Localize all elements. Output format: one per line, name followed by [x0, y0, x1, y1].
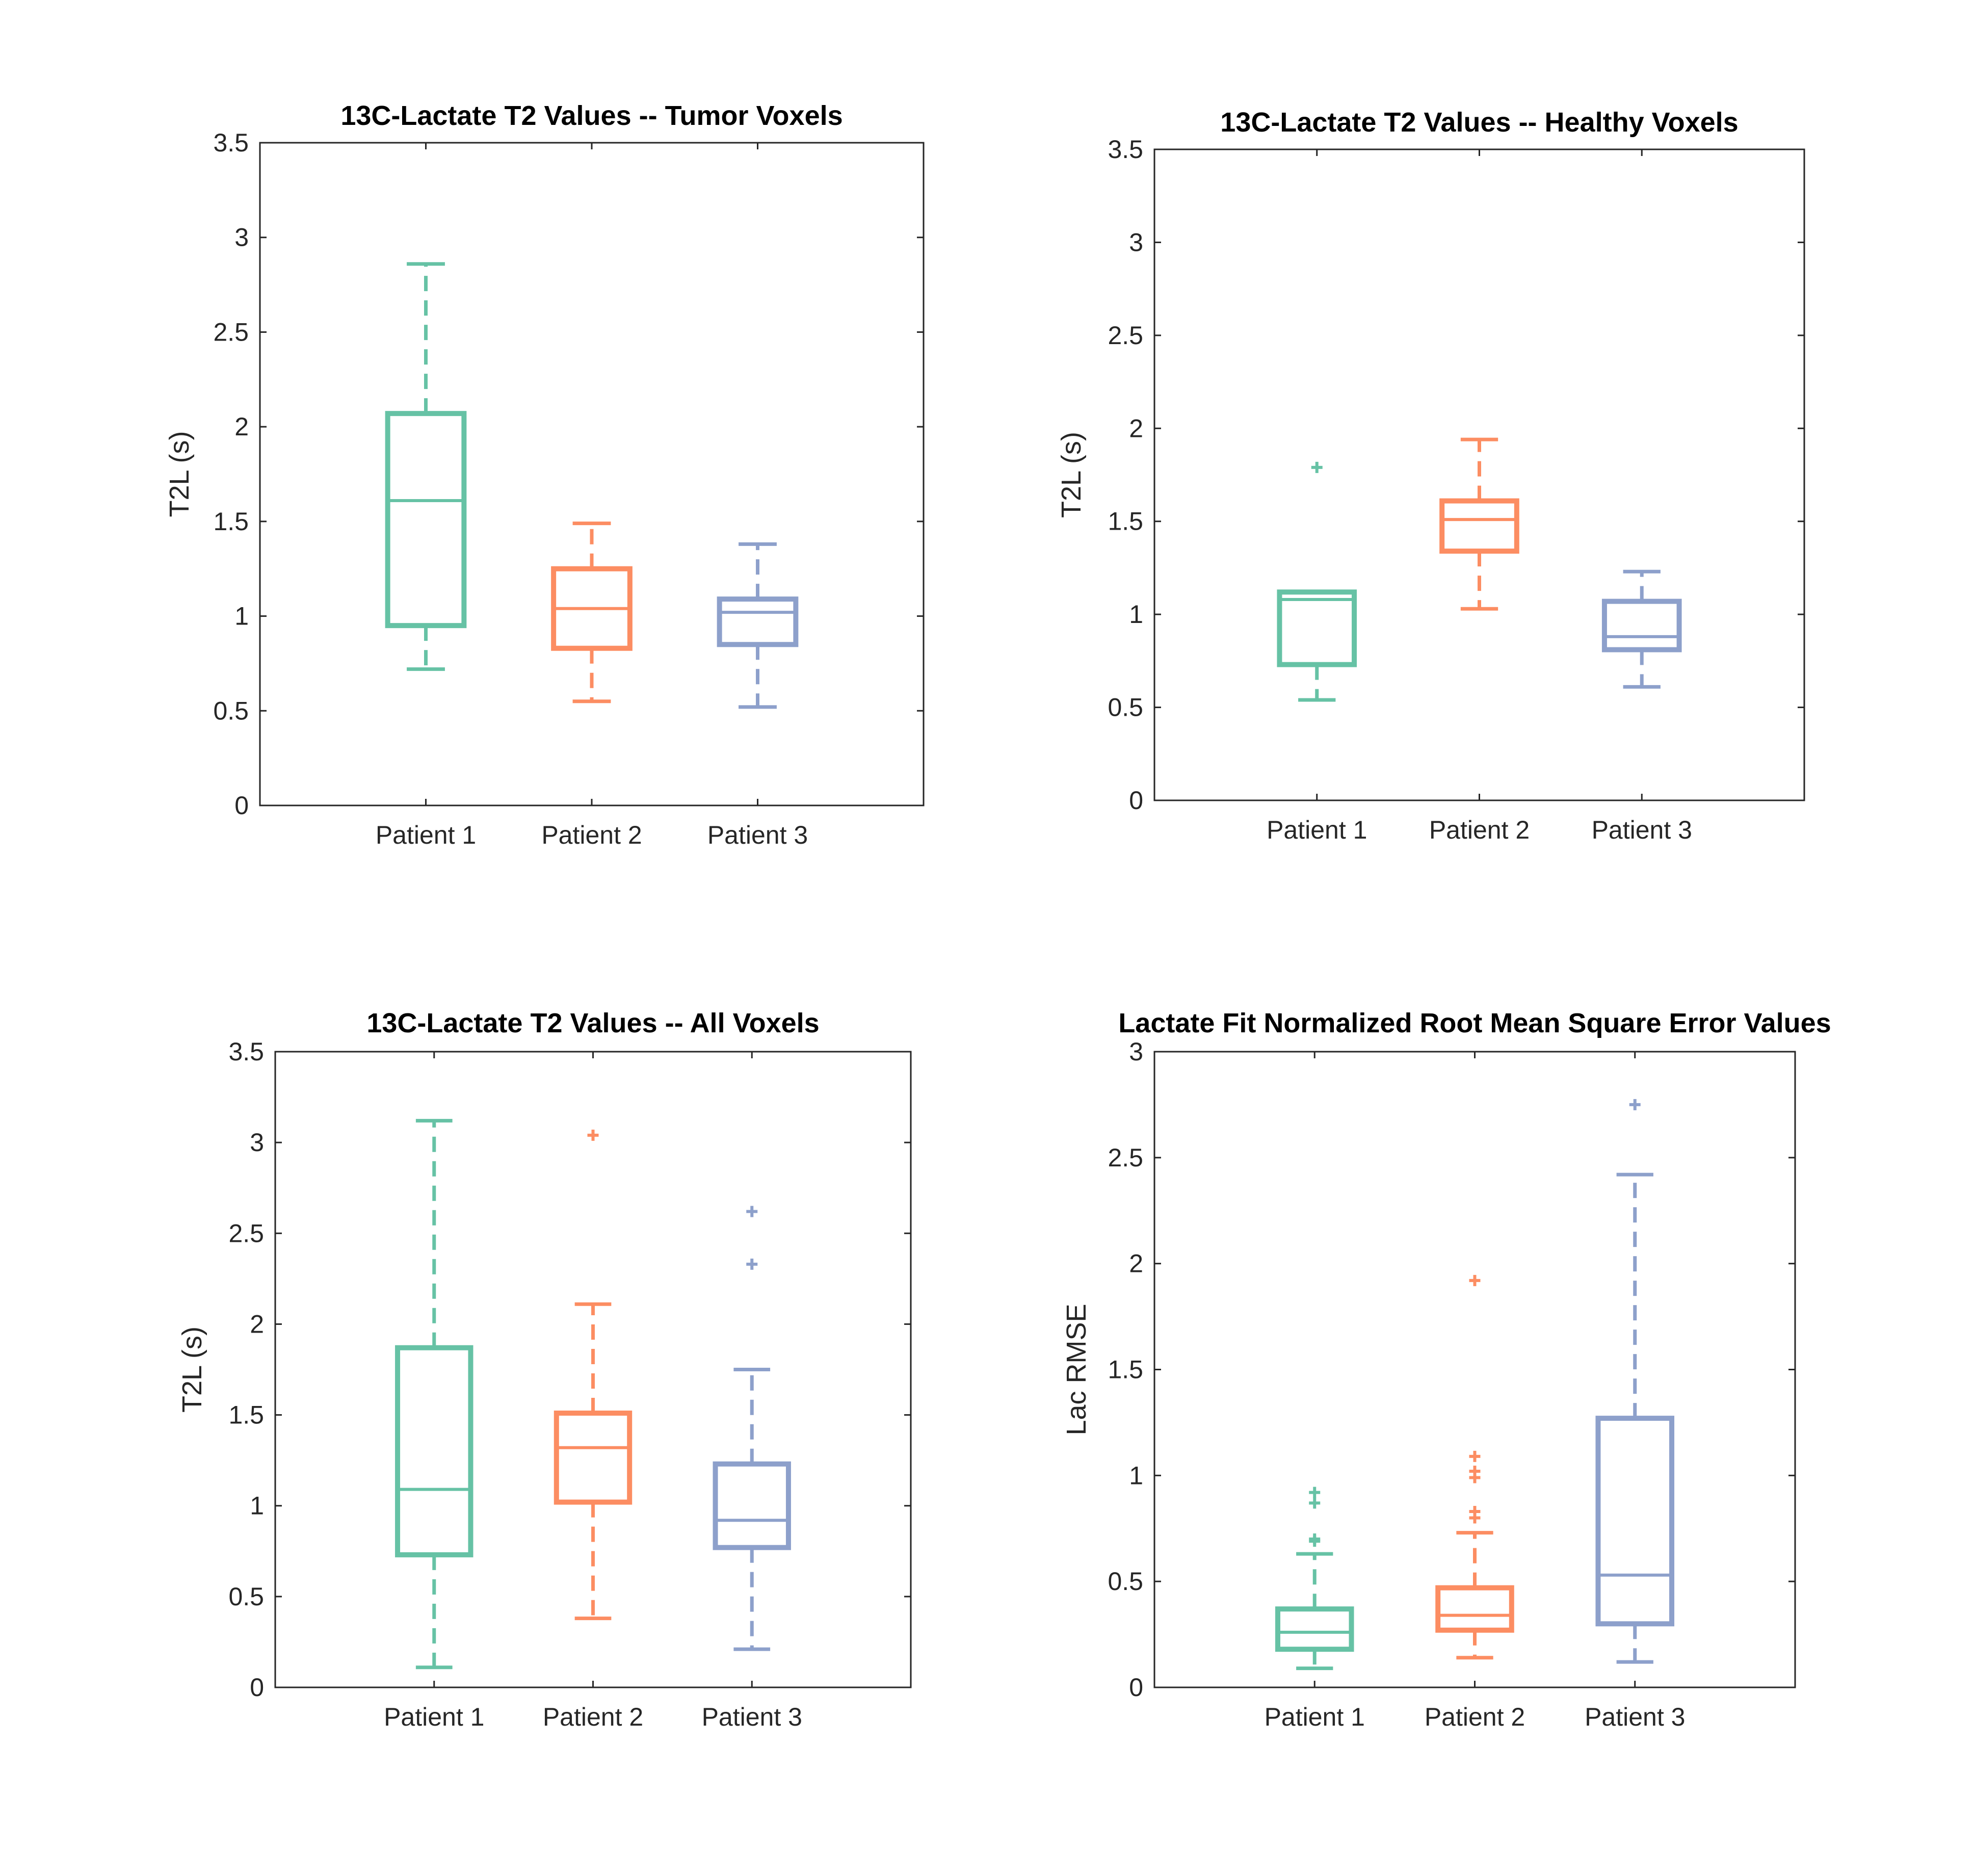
y-tick-label: 0	[1129, 786, 1143, 815]
outlier-marker-patient-3	[746, 1258, 758, 1270]
y-tick-label: 2.5	[228, 1219, 264, 1247]
chart-panel-rmse: 0 0.5 1 1.5 2 2.5 3 Patient 1 Patient 2 Patient 3…	[1061, 1008, 1831, 1731]
iqr-box-patient-1	[1275, 1606, 1354, 1652]
x-tick-label-patient-3: Patient 3	[702, 1703, 802, 1731]
iqr-box-patient-1	[385, 411, 467, 629]
outlier-marker-patient-1	[1309, 1497, 1321, 1509]
x-tick-label-patient-1: Patient 1	[384, 1703, 484, 1731]
y-axis-label: T2L (s)	[177, 1326, 207, 1413]
outlier-marker-patient-1	[1309, 1487, 1321, 1498]
y-tick-label: 3.5	[228, 1037, 264, 1066]
x-tick-label-patient-1: Patient 1	[1267, 816, 1367, 844]
iqr-box-patient-3	[717, 596, 799, 647]
x-tick-label-patient-1: Patient 1	[1265, 1703, 1365, 1731]
outlier-marker-patient-2	[1469, 1450, 1481, 1462]
y-axis-label: T2L (s)	[164, 431, 195, 517]
y-axis-label: Lac RMSE	[1061, 1304, 1092, 1435]
iqr-box-patient-3	[1601, 598, 1682, 653]
y-tick-label: 3.5	[1108, 135, 1143, 164]
outlier-marker-patient-2	[1469, 1466, 1481, 1477]
y-tick-label: 1.5	[228, 1401, 264, 1429]
box-patient-1	[1275, 1487, 1354, 1671]
y-tick-label: 1	[234, 602, 249, 631]
y-tick-label: 0.5	[213, 696, 249, 725]
box-patient-3	[713, 1206, 791, 1651]
y-tick-label: 2.5	[213, 318, 249, 346]
x-tick-label-patient-3: Patient 3	[1592, 816, 1692, 844]
y-tick-label: 1.5	[1108, 507, 1143, 536]
y-tick-label: 2.5	[1108, 1143, 1143, 1172]
x-tick-label-patient-2: Patient 2	[543, 1703, 643, 1731]
y-tick-label: 2	[1129, 414, 1143, 442]
y-tick-label: 0.5	[1108, 693, 1143, 722]
y-tick-label: 1	[1129, 600, 1143, 629]
iqr-box-patient-1	[395, 1345, 473, 1557]
chart-title: Lactate Fit Normalized Root Mean Square …	[1118, 1008, 1831, 1038]
x-tick-label-patient-3: Patient 3	[707, 821, 808, 849]
iqr-box-patient-2	[1435, 1585, 1514, 1633]
chart-panel-all: 0 0.5 1 1.5 2 2.5 3 3.5 Patient 1 Patient 2 Patien…	[177, 1008, 912, 1731]
x-tick-label-patient-1: Patient 1	[376, 821, 476, 849]
x-tick-label-patient-3: Patient 3	[1585, 1703, 1685, 1731]
chart-title: 13C-Lactate T2 Values -- Tumor Voxels	[340, 100, 843, 131]
outlier-marker-patient-3	[1629, 1099, 1641, 1110]
y-tick-label: 0	[1129, 1673, 1143, 1702]
box-patient-1	[1277, 461, 1357, 702]
chart-panel-healthy: 0 0.5 1 1.5 2 2.5 3 3.5 Patient 1 Patient 2 Patien…	[1056, 107, 1805, 844]
y-tick-label: 3	[1129, 228, 1143, 256]
x-tick-label-patient-2: Patient 2	[1429, 816, 1530, 844]
x-tick-label-patient-2: Patient 2	[1425, 1703, 1525, 1731]
box-patient-2	[554, 1129, 633, 1621]
box-patient-2	[551, 522, 633, 704]
chart-title: 13C-Lactate T2 Values -- Healthy Voxels	[1220, 107, 1738, 138]
box-patient-2	[1435, 1274, 1514, 1660]
axes-box	[274, 1051, 912, 1688]
outlier-marker-patient-2	[587, 1129, 599, 1141]
x-tick-label-patient-2: Patient 2	[541, 821, 642, 849]
box-patient-1	[385, 262, 467, 671]
y-tick-label: 2	[234, 412, 249, 441]
y-tick-label: 1.5	[213, 507, 249, 536]
iqr-box-patient-3	[713, 1461, 791, 1550]
iqr-box-patient-2	[554, 1411, 633, 1505]
outlier-marker-patient-2	[1469, 1505, 1481, 1517]
iqr-box-patient-3	[1595, 1416, 1675, 1627]
y-tick-label: 2.5	[1108, 321, 1143, 350]
y-tick-label: 0	[234, 791, 249, 820]
axes-box	[259, 142, 925, 806]
outlier-marker-patient-1	[1309, 1533, 1321, 1545]
iqr-box-patient-1	[1277, 589, 1357, 667]
y-tick-label: 1	[1129, 1461, 1143, 1490]
outlier-marker-patient-1	[1311, 461, 1323, 473]
box-patient-2	[1439, 437, 1519, 611]
box-patient-3	[1601, 569, 1682, 689]
y-tick-label: 3	[250, 1128, 264, 1157]
y-tick-label: 3	[1129, 1037, 1143, 1066]
y-tick-label: 1	[250, 1492, 264, 1520]
y-tick-label: 2	[1129, 1249, 1143, 1278]
box-patient-3	[717, 542, 799, 709]
y-tick-label: 0	[250, 1673, 264, 1702]
chart-panel-tumor: 0 0.5 1 1.5 2 2.5 3 3.5 Patient 1 Patient 2 Patien…	[164, 100, 925, 849]
iqr-box-patient-2	[1439, 498, 1519, 554]
y-tick-label: 3.5	[213, 128, 249, 157]
box-patient-3	[1595, 1099, 1675, 1664]
chart-title: 13C-Lactate T2 Values -- All Voxels	[366, 1008, 819, 1038]
outlier-marker-patient-2	[1469, 1274, 1481, 1286]
y-axis-label: T2L (s)	[1056, 432, 1087, 518]
y-tick-label: 2	[250, 1310, 264, 1338]
y-tick-label: 1.5	[1108, 1356, 1143, 1384]
y-tick-label: 0.5	[1108, 1567, 1143, 1596]
outlier-marker-patient-3	[746, 1206, 758, 1217]
box-patient-1	[395, 1118, 473, 1670]
y-tick-label: 3	[234, 223, 249, 252]
y-tick-label: 0.5	[228, 1582, 264, 1611]
